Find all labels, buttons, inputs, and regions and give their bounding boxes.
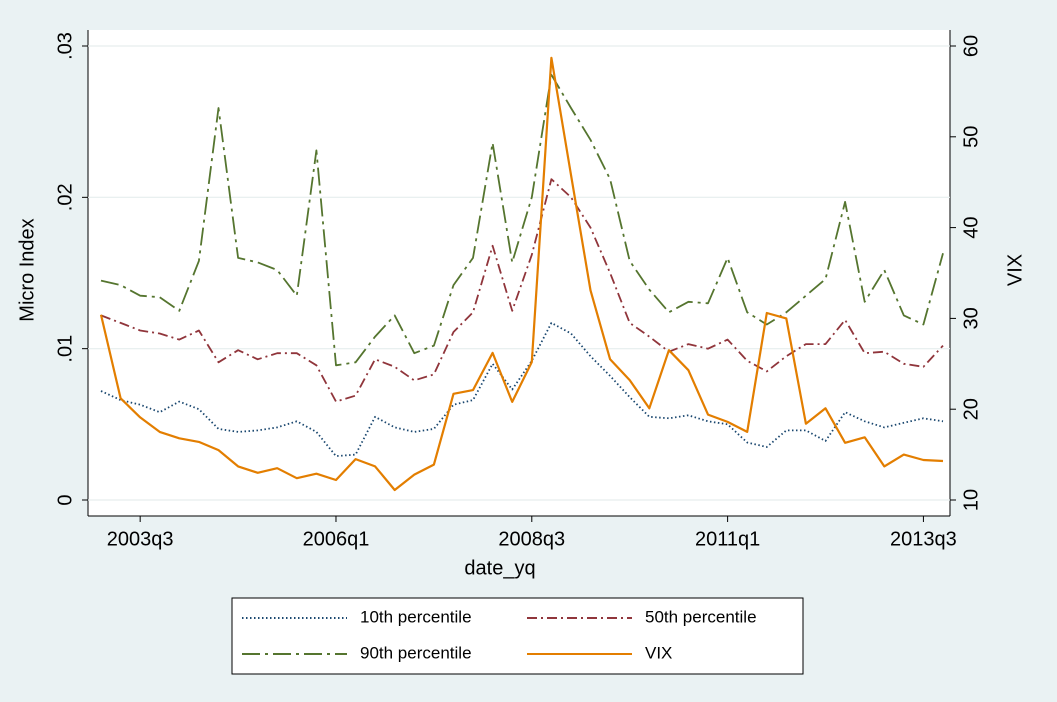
y-tick-label: 0 (54, 494, 76, 505)
y-tick-label: .02 (54, 183, 76, 211)
x-tick-label: 2013q3 (890, 528, 957, 550)
y-tick-label: .03 (54, 32, 76, 60)
y2-tick-label: 40 (960, 216, 982, 238)
series-line (100, 73, 944, 367)
y2-tick-label: 30 (960, 307, 982, 329)
y-axis-title: Micro Index (16, 218, 38, 321)
series-line (100, 178, 944, 403)
y2-tick-label: 10 (960, 489, 982, 511)
series-line (100, 322, 944, 457)
y2-axis-title: VIX (1004, 254, 1026, 286)
plot-area (88, 30, 950, 516)
y-tick-label: .01 (54, 335, 76, 363)
legend-label: 10th percentile (360, 607, 472, 626)
x-tick-label: 2003q3 (107, 528, 174, 550)
x-axis-title: date_yq (464, 557, 535, 579)
series-line (99, 56, 944, 492)
legend-box (231, 597, 804, 675)
legend-label: VIX (645, 643, 672, 662)
y2-tick-label: 60 (960, 35, 982, 57)
y2-tick-label: 50 (960, 126, 982, 148)
legend-label: 50th percentile (645, 607, 757, 626)
legend-label: 90th percentile (360, 643, 472, 662)
x-tick-label: 2008q3 (498, 528, 565, 550)
x-tick-label: 2006q1 (303, 528, 370, 550)
y2-tick-label: 20 (960, 398, 982, 420)
x-tick-label: 2011q1 (695, 528, 760, 550)
